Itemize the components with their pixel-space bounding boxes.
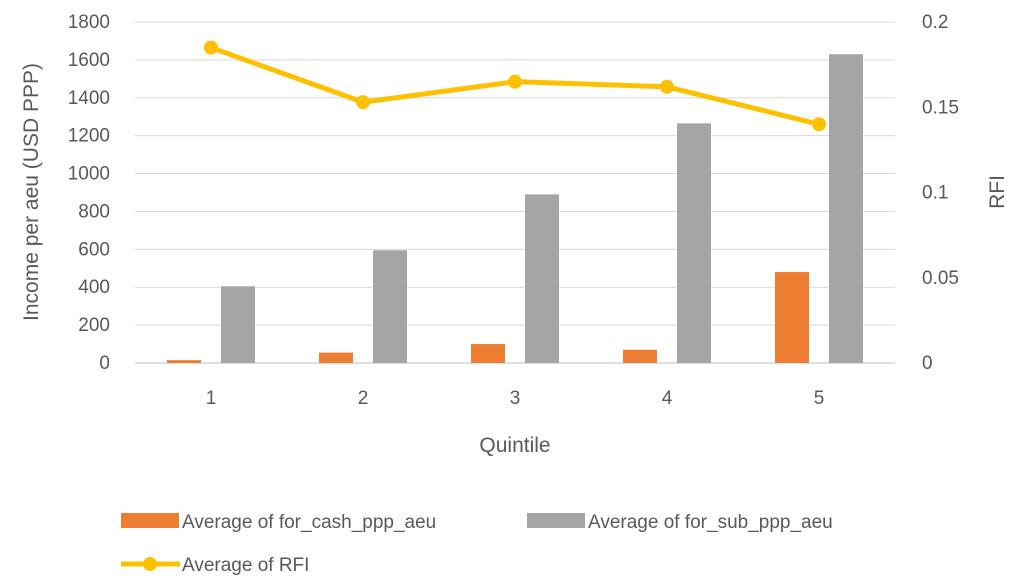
legend-swatch-rfi-marker xyxy=(143,557,157,571)
y-tick-label: 1800 xyxy=(68,12,110,33)
y-tick-label: 1000 xyxy=(68,164,110,185)
bar-cash xyxy=(623,349,657,363)
rfi-line xyxy=(204,40,826,132)
x-tick-label: 5 xyxy=(814,388,825,409)
legend-label-rfi: Average of RFI xyxy=(182,555,309,576)
y-tick-label: 1400 xyxy=(68,88,110,109)
x-axis-title: Quintile xyxy=(479,434,550,457)
legend-label-cash: Average of for_cash_ppp_aeu xyxy=(182,512,436,533)
y2-tick-label: 0.05 xyxy=(922,268,959,289)
legend-swatch-cash xyxy=(121,513,179,528)
x-tick-label: 4 xyxy=(662,388,673,409)
bars xyxy=(167,54,863,363)
bar-cash xyxy=(471,344,505,363)
legend-label-sub: Average of for_sub_ppp_aeu xyxy=(588,512,833,533)
bar-sub xyxy=(373,250,407,363)
y-tick-label: 0 xyxy=(99,353,110,374)
bar-sub xyxy=(525,194,559,363)
y2-axis-title: RFI xyxy=(986,175,1009,209)
legend: Average of for_cash_ppp_aeu Average of fo… xyxy=(121,512,833,576)
bar-cash xyxy=(167,360,201,363)
bar-cash xyxy=(319,352,353,363)
rfi-point xyxy=(356,95,370,110)
y-tick-label: 200 xyxy=(78,315,110,336)
rfi-point xyxy=(812,117,826,132)
rfi-point xyxy=(660,79,674,94)
rfi-point xyxy=(508,74,522,89)
y-axis-title: Income per aeu (USD PPP) xyxy=(20,63,43,321)
y-tick-label: 800 xyxy=(78,201,110,222)
bar-sub xyxy=(677,123,711,363)
y2-tick-label: 0 xyxy=(922,353,933,374)
tick-labels: 0 200 400 600 800 1000 1200 1400 1600 1800 0 0.05 0.… xyxy=(68,12,959,409)
bar-sub xyxy=(829,54,863,363)
y-tick-label: 1200 xyxy=(68,126,110,147)
x-tick-label: 2 xyxy=(358,388,369,409)
gridlines xyxy=(135,21,895,364)
bar-sub xyxy=(221,286,255,363)
x-tick-label: 1 xyxy=(206,388,217,409)
rfi-point xyxy=(204,40,218,55)
y2-tick-label: 0.1 xyxy=(922,183,948,204)
bar-cash xyxy=(775,272,809,363)
y-tick-label: 1600 xyxy=(68,50,110,71)
y2-tick-label: 0.15 xyxy=(922,97,959,118)
legend-swatch-sub xyxy=(527,513,585,528)
y2-tick-label: 0.2 xyxy=(922,12,948,33)
x-tick-label: 3 xyxy=(510,388,521,409)
y-tick-label: 600 xyxy=(78,239,110,260)
y-tick-label: 400 xyxy=(78,277,110,298)
